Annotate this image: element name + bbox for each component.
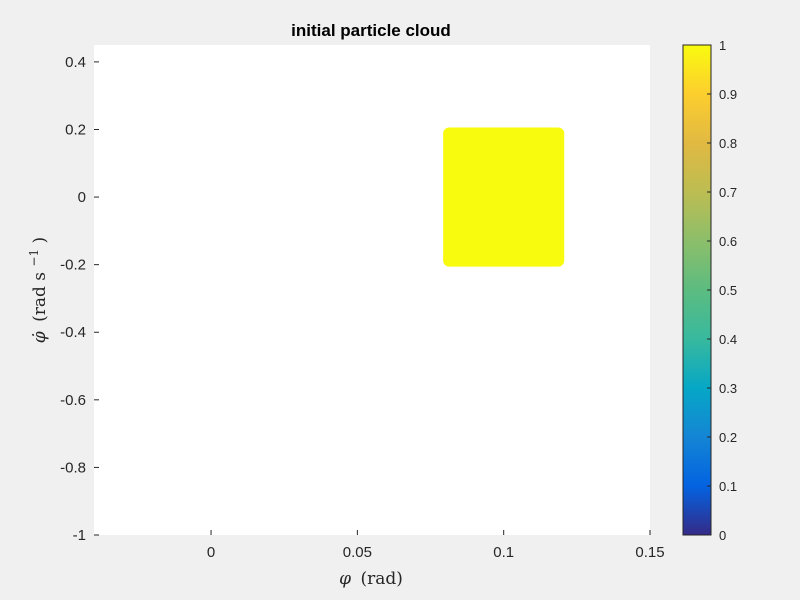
colorbar-tick-label: 0	[719, 528, 726, 543]
colorbar-ticks: 0 0.1 0.2 0.3 0.4 0.5 0.6 0.7 0.8 0.9 1	[707, 38, 737, 543]
colorbar-tick-label: 0.6	[719, 234, 737, 249]
y-axis-label-unit: (rad s	[30, 272, 50, 322]
y-tick-label: 0.2	[65, 121, 86, 138]
x-tick-label: 0	[207, 544, 215, 561]
y-axis-label: φ̇ (rad s −1 )	[23, 237, 50, 343]
chart-title: initial particle cloud	[291, 21, 451, 40]
x-axis-label-unit: (rad)	[360, 569, 402, 589]
colorbar-tick-label: 0.4	[719, 332, 737, 347]
y-tick-label: 0	[78, 189, 86, 206]
colorbar-tick-label: 0.1	[719, 479, 737, 494]
colorbar-tick-label: 1	[719, 38, 726, 53]
colorbar-tick-label: 0.8	[719, 136, 737, 151]
y-tick-label: -0.8	[60, 459, 86, 476]
colorbar-tick-label: 0.2	[719, 430, 737, 445]
colorbar-tick-label: 0.9	[719, 87, 737, 102]
colorbar-tick-label: 0.7	[719, 185, 737, 200]
colorbar	[682, 44, 712, 536]
particle-cloud	[443, 127, 565, 267]
y-tick-label: -0.4	[60, 324, 86, 341]
y-axis-ticks: 0.4 0.2 0 -0.2 -0.4 -0.6 -0.8 -1	[60, 54, 99, 544]
colorbar-tick-label: 0.5	[719, 283, 737, 298]
x-axis-label-symbol: φ	[339, 569, 351, 589]
x-tick-label: 0.1	[493, 544, 514, 561]
y-tick-label: -0.2	[60, 257, 86, 274]
x-axis-ticks: 0 0.05 0.1 0.15	[207, 530, 665, 561]
y-axis-label-symbol: φ̇	[30, 331, 50, 343]
x-tick-label: 0.15	[635, 544, 664, 561]
x-tick-label: 0.05	[343, 544, 372, 561]
y-tick-label: -1	[73, 527, 86, 544]
y-tick-label: -0.6	[60, 392, 86, 409]
particle-cloud-region	[443, 127, 565, 267]
y-axis-label-exponent: −1	[27, 249, 41, 267]
y-axis-label-close: )	[30, 237, 50, 244]
x-axis-label: φ (rad)	[339, 569, 403, 589]
colorbar-tick-label: 0.3	[719, 381, 737, 396]
y-tick-label: 0.4	[65, 54, 86, 71]
plot-area	[94, 45, 650, 535]
